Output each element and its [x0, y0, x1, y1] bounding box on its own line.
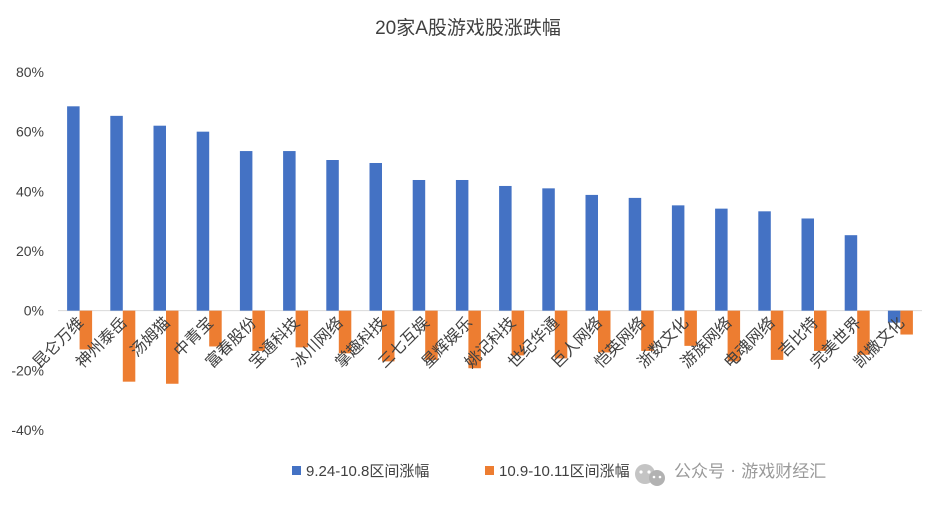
bar-series1-19 — [844, 235, 858, 311]
watermark-text: 公众号 · 游戏财经汇 — [674, 462, 826, 482]
bar-series2-11 — [511, 310, 525, 356]
bar-series1-3 — [153, 125, 166, 311]
y-axis: 80% 60% 40% 20% 0% -20% -40% — [11, 64, 44, 438]
bar-series2-13 — [598, 310, 611, 353]
bar-series1-9 — [412, 179, 426, 311]
y-tick-label: 60% — [16, 124, 44, 140]
y-tick-label: -40% — [11, 422, 44, 438]
chart-title: 20家A股游戏股涨跌幅 — [375, 17, 561, 39]
bar-series1-20 — [887, 310, 901, 323]
bar-series2-4 — [209, 310, 222, 347]
bar-series2-6 — [295, 310, 309, 348]
bar-series1-14 — [628, 197, 642, 311]
bar-series2-2 — [122, 310, 136, 382]
bar-series1-8 — [369, 162, 382, 311]
bar-series1-4 — [196, 131, 210, 311]
y-tick-label: -20% — [11, 362, 44, 378]
bar-series1-6 — [283, 151, 296, 311]
bar-series1-7 — [326, 160, 339, 311]
bar-series2-18 — [814, 310, 827, 351]
bar-series1-16 — [715, 208, 728, 311]
bar-series2-19 — [857, 310, 870, 355]
y-tick-label: 40% — [16, 183, 44, 199]
bars — [67, 106, 913, 384]
legend-swatch-1 — [292, 466, 301, 475]
bar-series2-15 — [684, 310, 697, 346]
bar-series2-14 — [641, 310, 654, 351]
bar-series2-1 — [79, 310, 93, 350]
bar-series1-15 — [671, 205, 685, 311]
bar-series2-5 — [252, 310, 265, 351]
legend-swatch-2 — [485, 466, 494, 475]
bar-series2-20 — [900, 310, 913, 335]
bar-series2-3 — [166, 310, 179, 384]
bar-series1-10 — [455, 179, 469, 311]
bar-series2-7 — [338, 310, 352, 354]
bar-series1-17 — [758, 211, 771, 311]
bar-series1-11 — [499, 185, 512, 311]
bar-series2-8 — [382, 310, 395, 362]
legend: 9.24-10.8区间涨幅 10.9-10.11区间涨幅 — [292, 463, 630, 480]
bar-series1-12 — [542, 188, 555, 311]
watermark: 公众号 · 游戏财经汇 — [635, 462, 826, 486]
bar-series1-13 — [585, 194, 598, 311]
legend-label-2: 10.9-10.11区间涨幅 — [499, 463, 630, 480]
wechat-icon — [635, 464, 665, 486]
legend-label-1: 9.24-10.8区间涨幅 — [306, 463, 429, 480]
bar-series2-9 — [425, 310, 438, 360]
bar-series2-16 — [727, 310, 741, 362]
bar-series1-5 — [239, 151, 253, 311]
bar-series2-12 — [554, 310, 568, 359]
bar-series1-2 — [110, 115, 123, 311]
bar-series2-17 — [770, 310, 784, 360]
y-tick-label: 20% — [16, 243, 44, 259]
y-tick-label: 80% — [16, 64, 44, 80]
bar-series2-10 — [468, 310, 481, 369]
y-tick-label: 0% — [24, 303, 44, 319]
bar-series1-18 — [801, 218, 814, 311]
bar-series1-1 — [67, 106, 80, 311]
